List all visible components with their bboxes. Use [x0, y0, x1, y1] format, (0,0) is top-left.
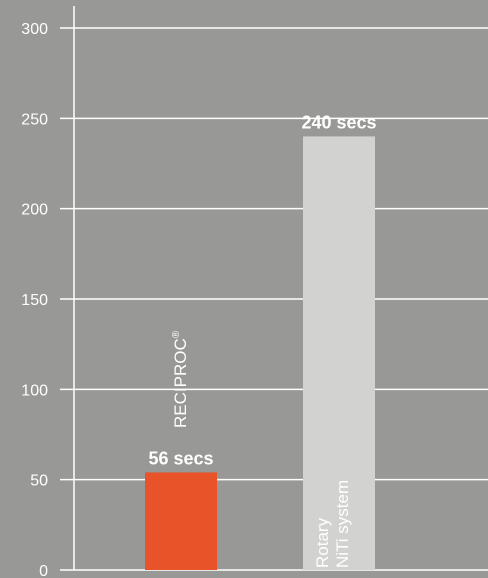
y-tick-label: 50: [30, 473, 48, 490]
bars: [145, 136, 375, 570]
bar: [303, 136, 375, 570]
category-label: RECIPROC®: [171, 330, 190, 428]
y-tick-label: 0: [39, 563, 48, 578]
data-label: 240 secs: [301, 112, 376, 132]
y-tick-label: 250: [21, 111, 48, 128]
gridlines: [60, 6, 488, 571]
y-tick-label: 300: [21, 21, 48, 38]
category-label: RotaryNiTi system: [313, 480, 352, 568]
y-tick-label: 100: [21, 382, 48, 399]
y-tick-label: 200: [21, 202, 48, 219]
bar: [145, 472, 217, 570]
data-label: 56 secs: [148, 448, 213, 468]
labels: 0 50 100 150 200 250 300 56 secs 240 secs RECIPRO…: [21, 21, 376, 578]
y-tick-label: 150: [21, 292, 48, 309]
